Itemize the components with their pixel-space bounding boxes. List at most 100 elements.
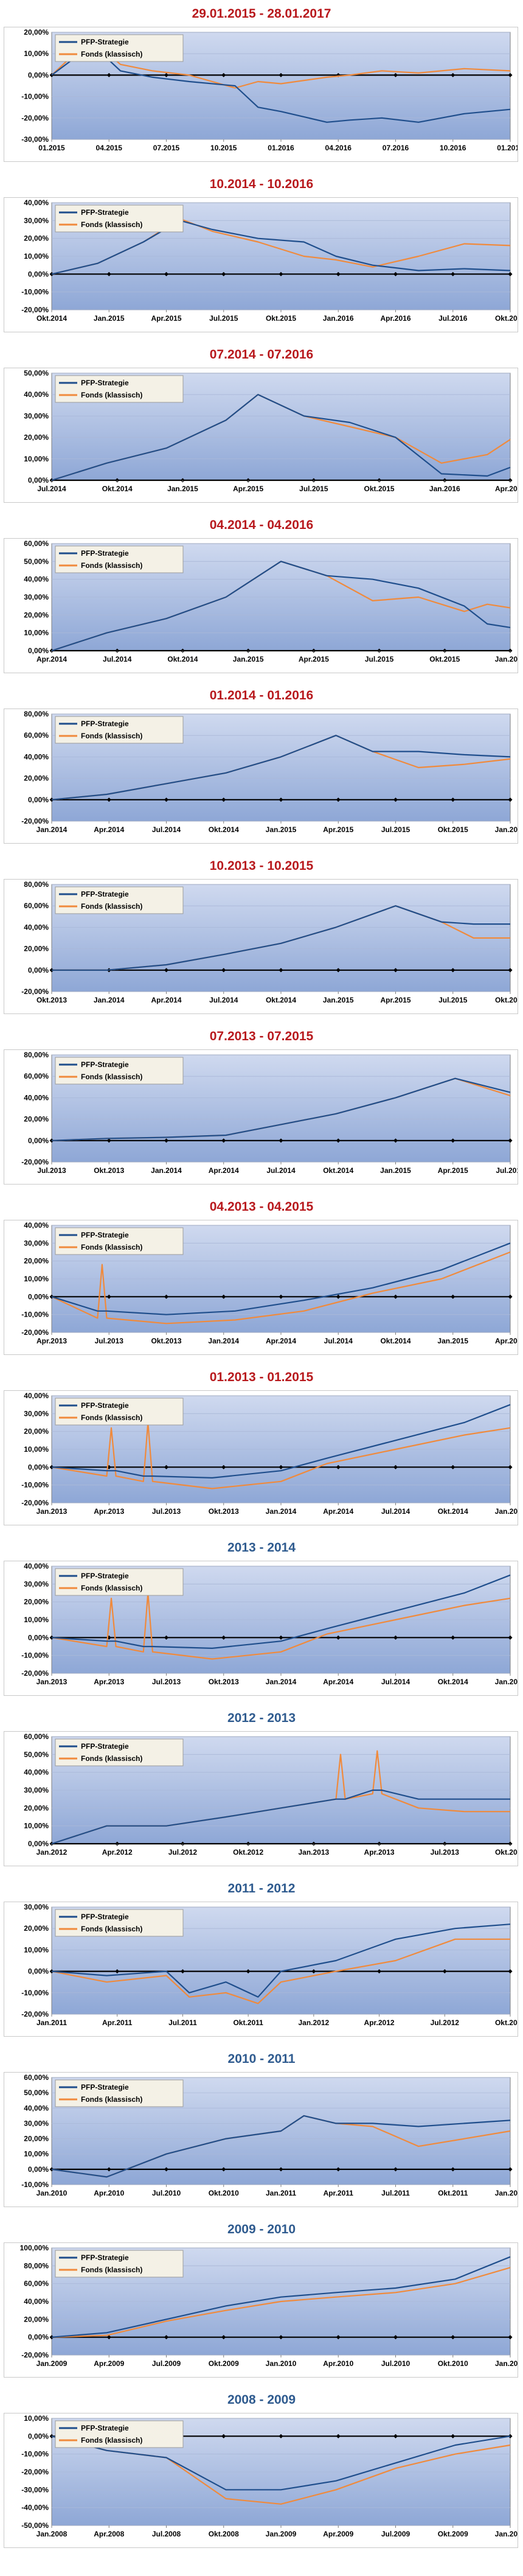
x-tick-label: Jan.2014 (208, 1337, 239, 1345)
chart-frame: 0,00% 10,00% 20,00% 30,00% 40,00% 50,00% 60,00… (4, 538, 523, 673)
y-tick-label: 60,00% (24, 2073, 49, 2082)
x-tick-label: Apr.2009 (94, 2359, 124, 2368)
x-tick-label: Apr.2014 (36, 655, 67, 663)
x-tick-label: Apr.2013 (36, 1337, 67, 1345)
x-tick-label: Jan.2015 (323, 996, 354, 1004)
x-tick-label: Okt.2015 (266, 314, 296, 323)
legend: PFP-Strategie Fonds (klassisch) (55, 716, 184, 744)
chart-title: 2011 - 2012 (227, 1881, 296, 1895)
y-tick-label: -20,00% (21, 2010, 49, 2018)
zero-line-marker (442, 1969, 447, 1974)
line-chart-svg: -20,00% -10,00% 0,00% 10,00% 20,00% 30,00% 40,… (21, 1221, 523, 1345)
zero-line-marker (393, 968, 398, 973)
line-chart-svg: -20,00% -10,00% 0,00% 10,00% 20,00% 30,00% 40,… (21, 198, 523, 323)
series-line-strategy (51, 1923, 511, 1998)
chart-frame: -20,00% 0,00% 20,00% 40,00% 60,00% 80,00% Jul.… (4, 1049, 523, 1185)
chart-title: 2008 - 2009 (227, 2393, 296, 2407)
x-tick-label: Jul.2014 (152, 825, 181, 834)
legend: PFP-Strategie Fonds (klassisch) (55, 205, 184, 233)
x-tick-label: Okt.2014 (323, 1166, 353, 1175)
zero-line-marker (279, 271, 283, 276)
chart-frame: 0,00% 10,00% 20,00% 30,00% 40,00% 50,00% 60,00… (4, 1731, 523, 1866)
x-tick-label: Apr.2015 (233, 485, 263, 493)
y-tick-label: -10,00% (21, 1481, 49, 1489)
series-line-fund (51, 1592, 511, 1660)
chart-frame: -50,00% -40,00% -30,00% -20,00% -10,00% 0,00%… (4, 2413, 523, 2548)
x-tick-label: Jul.2014 (381, 1507, 410, 1516)
zero-line-marker (508, 1969, 513, 1974)
y-tick-label: 30,00% (24, 1239, 49, 1247)
zero-line-marker (106, 1294, 111, 1299)
chart-title: 04.2014 - 04.2016 (209, 518, 314, 532)
y-tick-label: 50,00% (24, 369, 49, 377)
x-tick-label: Apr.2008 (94, 2530, 124, 2538)
x-tick-label: Okt.2009 (209, 2359, 239, 2368)
zero-line-marker (180, 1969, 185, 1974)
zero-line-marker (451, 1138, 455, 1143)
y-tick-label: 40,00% (24, 1391, 49, 1400)
y-tick-label: 20,00% (24, 1598, 49, 1606)
series-line-strategy (51, 220, 511, 275)
x-tick-label: Apr.2014 (323, 1678, 353, 1686)
x-tick-label: Jul.2015 (438, 996, 468, 1004)
y-tick-label: 40,00% (24, 2104, 49, 2112)
y-tick-label: 30,00% (24, 2119, 49, 2127)
x-tick-label: Jan.2010 (495, 2530, 518, 2538)
zero-line-marker (164, 1294, 169, 1299)
x-tick-label: Jul.2012 (431, 2018, 460, 2027)
x-tick-label: Jan.2016 (495, 655, 518, 663)
zero-line-marker (279, 2434, 283, 2438)
zero-line-marker (451, 1635, 455, 1640)
legend-box (55, 1738, 184, 1766)
line-chart-svg: -20,00% 0,00% 20,00% 40,00% 60,00% 80,00% Jan.… (21, 710, 523, 834)
x-tick-label: Apr.2015 (438, 1166, 468, 1175)
series-line-strategy (51, 1574, 511, 1649)
x-tick-label: Jan.2011 (495, 2359, 518, 2368)
x-tick-label: Apr.2010 (323, 2359, 353, 2368)
line-chart-svg: -30,00% -20,00% -10,00% 0,00% 10,00% 20,00% 01… (21, 28, 523, 152)
y-tick-label: 10,00% (24, 1615, 49, 1624)
x-tick-label: Jul.2014 (381, 1678, 410, 1686)
legend-label-strategy: PFP-Strategie (81, 719, 129, 728)
zero-line-marker (508, 271, 513, 276)
y-tick-label: 40,00% (24, 2297, 49, 2306)
x-tick-label: 01.2015 (38, 144, 65, 152)
y-tick-label: 30,00% (24, 1580, 49, 1588)
legend-label-fund: Fonds (klassisch) (81, 732, 142, 740)
x-tick-label: Jul.2013 (95, 1337, 124, 1345)
line-chart-svg: 0,00% 10,00% 20,00% 30,00% 40,00% 50,00% 60,00… (24, 1732, 523, 1857)
zero-line-marker (393, 2434, 398, 2438)
x-tick-label: Apr.2015 (323, 825, 353, 834)
x-tick-label: Okt.2012 (233, 1848, 263, 1857)
series-line-strategy (51, 1789, 510, 1845)
zero-line-marker (164, 2335, 169, 2340)
zero-line-marker (106, 72, 111, 77)
chart-panel: 01.2013 - 01.2015 -20,00% -10,00% 0,00% 10,0… (0, 1367, 523, 1529)
zero-line-marker (115, 1969, 120, 1974)
legend-box (55, 1057, 184, 1085)
zero-line-marker (336, 1635, 341, 1640)
zero-line-marker (49, 271, 54, 276)
series-line-strategy (51, 1242, 511, 1315)
chart-title: 2012 - 2013 (227, 1711, 296, 1725)
y-tick-label: 0,00% (28, 1633, 49, 1642)
zero-line-marker (508, 2335, 513, 2340)
zero-line-marker (508, 72, 513, 77)
legend-label-fund: Fonds (klassisch) (81, 1243, 142, 1251)
zero-line-marker (279, 797, 283, 802)
series-line-fund (51, 1421, 511, 1489)
legend-box (55, 34, 184, 62)
y-tick-label: 0,00% (28, 1463, 49, 1471)
chart-frame: -20,00% 0,00% 20,00% 40,00% 60,00% 80,00% Okt.… (4, 879, 523, 1014)
x-tick-label: Jan.2015 (233, 655, 264, 663)
series-line-strategy (51, 394, 511, 481)
y-tick-label: 0,00% (28, 2432, 49, 2440)
x-tick-label: Apr.2009 (323, 2530, 353, 2538)
x-tick-label: Okt.2014 (167, 655, 198, 663)
zero-line-marker (508, 1294, 513, 1299)
x-tick-label: Jul.2013 (37, 1166, 66, 1175)
zero-line-marker (311, 1969, 316, 1974)
y-tick-label: 10,00% (24, 1445, 49, 1454)
legend-label-fund: Fonds (klassisch) (81, 1073, 142, 1081)
y-tick-label: 60,00% (24, 731, 49, 740)
